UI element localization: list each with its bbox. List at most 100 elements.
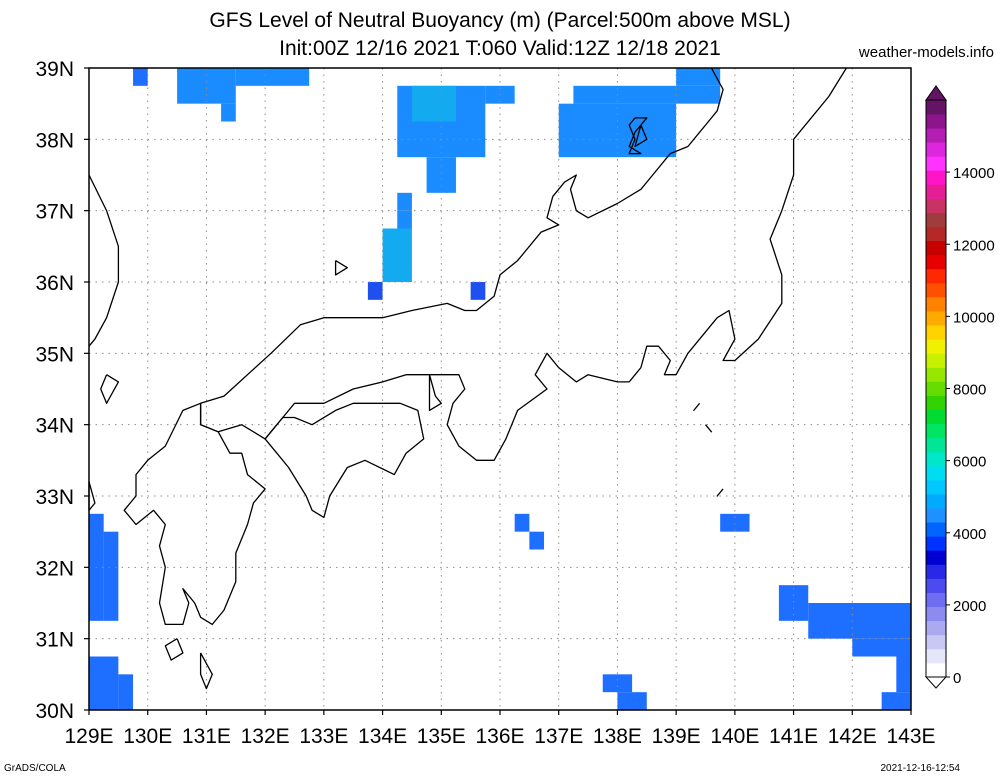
y-tick-label: 31N — [35, 629, 74, 652]
colorbar-label: 8000 — [953, 382, 986, 399]
colorbar-segment — [926, 578, 946, 593]
buoyancy-cell — [529, 531, 545, 550]
coastline — [199, 67, 847, 461]
coastline — [334, 260, 348, 276]
buoyancy-cell — [573, 85, 721, 104]
buoyancy-cell — [720, 513, 750, 532]
buoyancy-cell — [89, 656, 119, 710]
colorbar-segment — [926, 184, 946, 199]
colorbar-segment — [926, 648, 946, 664]
coastline — [199, 652, 213, 690]
colorbar-segment — [926, 634, 946, 650]
buoyancy-cell — [602, 674, 633, 693]
x-tick-label: 134E — [358, 725, 407, 748]
colorbar-top-arrow — [925, 85, 947, 101]
x-tick-label: 139E — [652, 725, 701, 748]
colorbar-segment — [926, 198, 946, 213]
colorbar-segment — [926, 409, 946, 425]
x-tick-label: 130E — [123, 725, 172, 748]
y-tick-label: 38N — [35, 129, 74, 152]
colorbar-segment — [926, 536, 946, 551]
buoyancy-cell — [103, 531, 119, 621]
colorbar-segment — [926, 353, 946, 368]
buoyancy-cell — [676, 68, 721, 86]
coastline — [88, 174, 120, 347]
y-tick-label: 39N — [35, 58, 74, 81]
coastline — [628, 117, 648, 155]
site-credit: weather-models.info — [858, 44, 994, 61]
x-tick-label: 129E — [64, 725, 113, 748]
buoyancy-cells-layer — [89, 68, 911, 710]
colorbar-segment — [926, 620, 946, 636]
colorbar-segment — [926, 564, 946, 579]
colorbar-segment — [926, 494, 946, 509]
colorbar-label: 12000 — [953, 237, 995, 254]
colorbar-segment — [926, 156, 946, 171]
buoyancy-cell — [411, 85, 456, 122]
x-tick-label: 133E — [299, 725, 348, 748]
colorbar-bottom-arrow — [924, 676, 948, 689]
x-tick-label: 138E — [593, 725, 642, 748]
colorbar-segment — [926, 254, 946, 270]
buoyancy-cell — [397, 192, 412, 211]
colorbar-label: 2000 — [953, 598, 986, 615]
colorbar-segment — [926, 282, 946, 298]
y-tick-layer: 30N 31N 32N 33N 34N 35N 36N 37N 38N 39N — [35, 58, 89, 723]
colorbar-segment — [926, 311, 946, 326]
buoyancy-cell — [426, 157, 456, 193]
buoyancy-cell — [617, 692, 647, 710]
colorbar: 0 2000 4000 6000 8000 10000 12000 14000 — [924, 85, 995, 689]
coastline — [123, 402, 266, 626]
y-tick-label: 35N — [35, 343, 74, 366]
buoyancy-cell — [235, 68, 310, 86]
x-tick-label: 135E — [417, 725, 466, 748]
chart-title: GFS Level of Neutral Buoyancy (m) (Parce… — [209, 9, 791, 32]
colorbar-segment — [926, 662, 946, 678]
chart-subtitle: Init:00Z 12/16 2021 T:060 Valid:12Z 12/1… — [279, 37, 721, 60]
buoyancy-cell — [852, 638, 911, 657]
coastline-layer — [88, 67, 847, 690]
buoyancy-cell — [367, 282, 383, 300]
y-tick-label: 37N — [35, 201, 74, 224]
colorbar-segment — [926, 592, 946, 608]
x-tick-label: 136E — [475, 725, 524, 748]
x-tick-label: 140E — [710, 725, 759, 748]
y-tick-label: 36N — [35, 272, 74, 295]
buoyancy-cell — [177, 68, 236, 104]
coastline — [264, 402, 425, 519]
x-tick-label: 137E — [534, 725, 583, 748]
buoyancy-cell — [221, 103, 236, 122]
buoyancy-cell — [470, 282, 486, 300]
buoyancy-cell — [382, 228, 412, 282]
y-tick-label: 30N — [35, 700, 74, 723]
colorbar-segment — [926, 522, 946, 537]
colorbar-segment — [926, 128, 946, 143]
colorbar-segment — [926, 212, 946, 228]
coastline — [100, 374, 120, 404]
colorbar-segment — [926, 606, 946, 622]
colorbar-segment — [926, 226, 946, 242]
x-tick-layer: 129E 130E 131E 132E 133E 134E 135E 136E 137E 138E… — [64, 710, 936, 748]
y-tick-label: 33N — [35, 486, 74, 509]
grid-layer — [89, 68, 911, 710]
colorbar-segment — [926, 170, 946, 185]
x-tick-label: 132E — [241, 725, 290, 748]
colorbar-segment — [926, 451, 946, 467]
buoyancy-cell — [558, 103, 677, 158]
colorbar-label: 6000 — [953, 454, 986, 471]
y-tick-label: 32N — [35, 557, 74, 580]
colorbar-label: 0 — [953, 670, 961, 687]
colorbar-label: 14000 — [953, 165, 995, 182]
buoyancy-cell — [808, 603, 911, 639]
coastline — [716, 488, 724, 497]
coastline — [164, 638, 184, 661]
coastline — [705, 424, 713, 433]
colorbar-segment — [926, 479, 946, 495]
colorbar-segment — [926, 423, 946, 439]
colorbar-segment — [926, 381, 946, 396]
coastline — [428, 374, 442, 412]
colorbar-segment — [926, 240, 946, 256]
colorbar-segment — [926, 100, 946, 115]
buoyancy-cell — [896, 656, 911, 693]
colorbar-segment — [926, 367, 946, 382]
